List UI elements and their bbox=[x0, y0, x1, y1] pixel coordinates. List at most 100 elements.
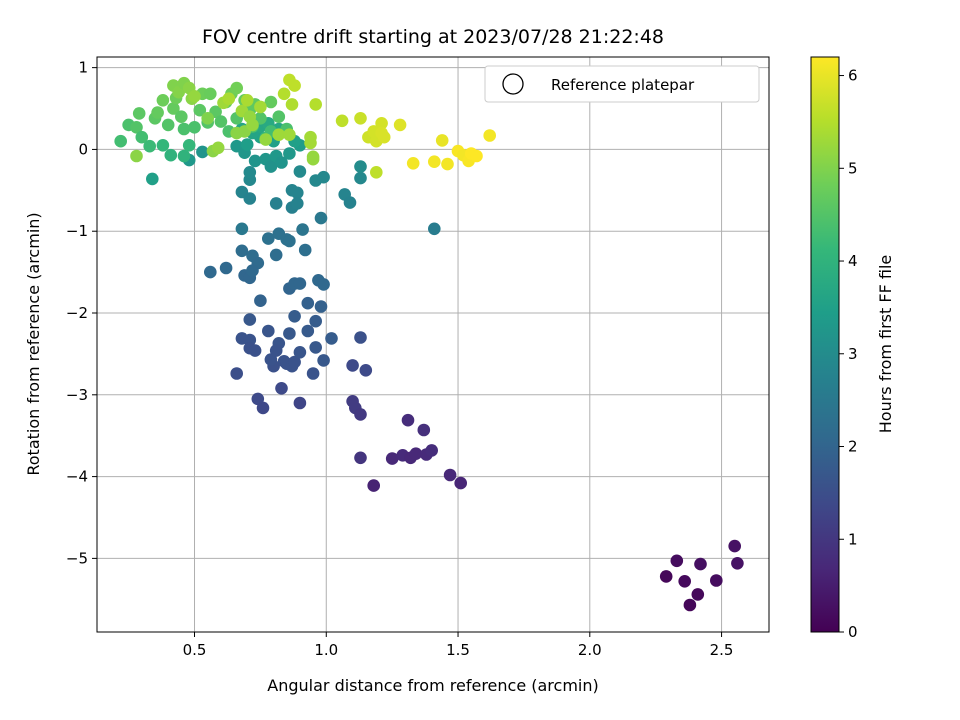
scatter-point bbox=[262, 232, 275, 245]
scatter-point bbox=[283, 234, 296, 248]
scatter-point bbox=[193, 103, 207, 117]
scatter-point bbox=[275, 382, 288, 395]
scatter-point bbox=[164, 148, 178, 162]
scatter-point bbox=[196, 145, 209, 159]
scatter-point bbox=[272, 128, 286, 141]
colorbar bbox=[810, 56, 840, 633]
scatter-point bbox=[443, 468, 457, 482]
scatter-point bbox=[731, 557, 744, 570]
plot-frame bbox=[96, 56, 770, 633]
legend-box bbox=[484, 65, 760, 103]
legend-open-circle-marker bbox=[502, 73, 524, 95]
scatter-point bbox=[151, 106, 164, 119]
colorbar-tick-label: 1 bbox=[848, 530, 858, 548]
scatter-point bbox=[683, 598, 697, 612]
scatter-point bbox=[354, 451, 367, 465]
scatter-point bbox=[114, 134, 127, 148]
x-axis-ticks: 0.5 1.0 1.5 2.0 2.5 bbox=[183, 632, 733, 659]
chart-title: FOV centre drift starting at 2023/07/28 … bbox=[202, 26, 664, 48]
scatter-point bbox=[317, 170, 330, 184]
y-tick-label: −1 bbox=[66, 222, 88, 240]
scatter-point bbox=[222, 92, 236, 105]
scatter-point bbox=[428, 155, 441, 168]
scatter-point bbox=[201, 112, 214, 125]
legend: Reference platepar bbox=[484, 65, 760, 103]
scatter-point bbox=[288, 355, 301, 369]
scatter-point bbox=[283, 147, 296, 160]
scatter-point bbox=[375, 117, 388, 130]
scatter-point bbox=[283, 128, 296, 141]
scatter-point bbox=[269, 344, 283, 357]
scatter-point bbox=[204, 265, 217, 279]
scatter-point bbox=[710, 574, 723, 587]
scatter-point bbox=[188, 121, 201, 134]
scatter-point bbox=[417, 423, 431, 437]
scatter-point bbox=[269, 197, 283, 210]
scatter-point bbox=[325, 332, 338, 345]
scatter-point bbox=[167, 102, 180, 115]
y-tick-label: −2 bbox=[66, 304, 88, 322]
colorbar-tick-label: 5 bbox=[848, 159, 858, 177]
scatter-point bbox=[256, 401, 270, 415]
scatter-point bbox=[375, 126, 388, 140]
colorbar-label: Hours from first FF file bbox=[876, 255, 895, 434]
scatter-point bbox=[230, 367, 243, 380]
scatter-point bbox=[246, 264, 259, 277]
scatter-point bbox=[235, 244, 249, 258]
x-tick-label: 1.0 bbox=[314, 641, 338, 659]
legend-entry-reference-platepar: Reference platepar bbox=[551, 76, 695, 94]
scatter-point bbox=[177, 149, 191, 163]
scatter-point bbox=[243, 192, 257, 205]
scatter-point bbox=[283, 327, 296, 340]
scatter-point bbox=[269, 248, 283, 262]
scatter-point bbox=[401, 413, 415, 427]
y-axis-label: Rotation from reference (arcmin) bbox=[24, 212, 43, 475]
scatter-point bbox=[309, 341, 323, 354]
scatter-point bbox=[272, 110, 286, 123]
scatter-point bbox=[728, 539, 741, 553]
scatter-point bbox=[264, 160, 278, 173]
scatter-point bbox=[370, 166, 383, 179]
scatter-point bbox=[146, 172, 159, 186]
grid-lines bbox=[97, 57, 769, 632]
scatter-point bbox=[264, 95, 278, 109]
scatter-point bbox=[354, 331, 367, 344]
scatter-point bbox=[306, 367, 320, 380]
scatter-point bbox=[219, 261, 233, 275]
scatter-point bbox=[335, 114, 349, 128]
x-tick-label: 0.5 bbox=[183, 641, 207, 659]
scatter-point bbox=[156, 139, 170, 152]
scatter-point bbox=[132, 107, 146, 120]
scatter-point bbox=[188, 90, 201, 103]
scatter-point bbox=[301, 296, 315, 310]
scatter-point bbox=[293, 346, 307, 359]
y-tick-label: −3 bbox=[66, 386, 88, 404]
scatter-point bbox=[235, 222, 249, 236]
y-tick-label: 1 bbox=[78, 59, 88, 77]
scatter-point bbox=[454, 476, 468, 490]
scatter-point bbox=[483, 129, 497, 142]
scatter-point bbox=[243, 313, 257, 326]
scatter-point bbox=[293, 277, 307, 290]
scatter-point bbox=[470, 149, 483, 163]
scatter-point bbox=[246, 118, 259, 132]
scatter-point bbox=[259, 133, 273, 146]
scatter-point bbox=[354, 112, 367, 125]
scatter-point bbox=[428, 222, 441, 236]
scatter-point bbox=[143, 139, 156, 153]
scatter-point bbox=[230, 81, 243, 95]
scatter-point bbox=[678, 575, 691, 588]
data-points bbox=[114, 73, 744, 612]
scatter-point bbox=[240, 94, 254, 107]
scatter-point bbox=[291, 197, 304, 210]
scatter-point bbox=[277, 87, 291, 101]
scatter-point bbox=[130, 121, 143, 134]
scatter-point bbox=[130, 149, 143, 163]
scatter-point bbox=[135, 130, 149, 144]
scatter-point bbox=[288, 310, 301, 323]
scatter-point bbox=[161, 118, 175, 132]
scatter-point bbox=[285, 98, 299, 111]
scatter-point bbox=[177, 122, 191, 136]
scatter-point bbox=[406, 157, 420, 170]
y-tick-label: −4 bbox=[66, 468, 88, 486]
